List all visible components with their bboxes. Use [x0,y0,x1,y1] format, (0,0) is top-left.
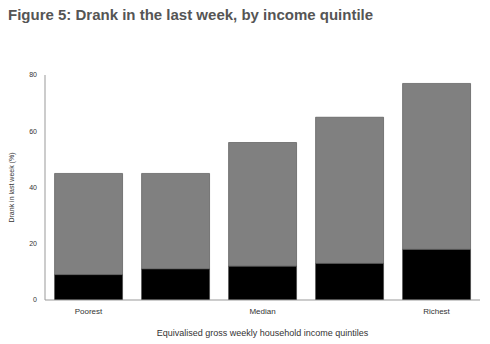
svg-text:Equivalised gross weekly house: Equivalised gross weekly household incom… [157,328,369,338]
svg-text:20: 20 [29,240,37,247]
svg-text:Richest: Richest [423,307,450,316]
svg-text:60: 60 [29,128,37,135]
svg-text:Median: Median [249,307,275,316]
html-text:Figure 5: Drank in the last we: Figure 5: Drank in the last week, by inc… [8,6,374,23]
svg-text:Drank in last week (%): Drank in last week (%) [8,152,16,222]
svg-text:0: 0 [33,296,37,303]
svg-text:40: 40 [29,184,37,191]
svg-text:80: 80 [29,71,37,78]
svg-text:Poorest: Poorest [75,307,103,316]
